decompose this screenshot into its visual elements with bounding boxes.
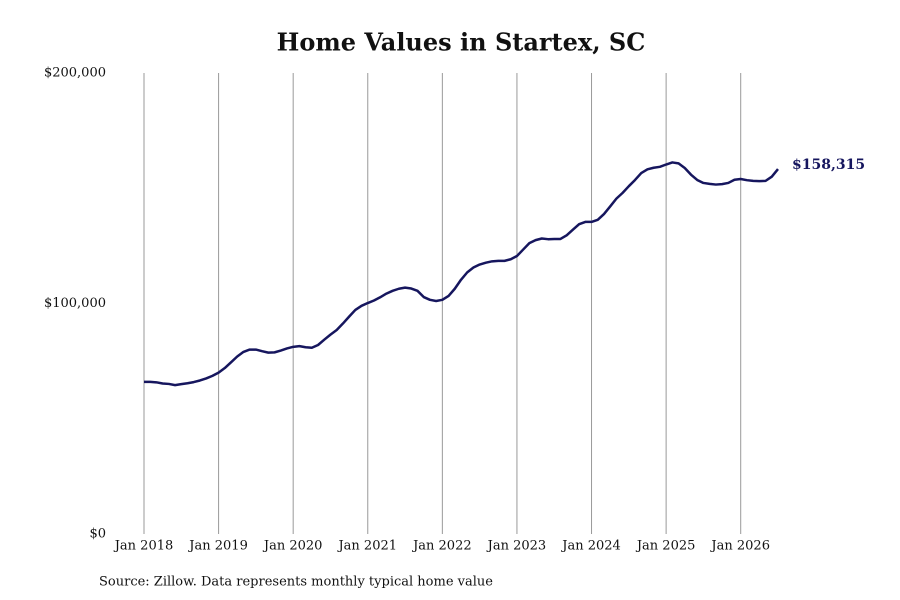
x-tick-label: Jan 2025 bbox=[635, 539, 696, 554]
x-tick-label: Jan 2024 bbox=[560, 539, 621, 554]
y-tick-label: $200,000 bbox=[44, 66, 106, 81]
y-tick-label: $0 bbox=[89, 527, 106, 542]
value-label: $158,315 bbox=[792, 157, 865, 173]
source-note: Source: Zillow. Data represents monthly … bbox=[99, 575, 493, 590]
x-tick-label: Jan 2019 bbox=[187, 539, 248, 554]
y-tick-label: $100,000 bbox=[44, 296, 106, 311]
x-tick-label: Jan 2022 bbox=[411, 539, 472, 554]
chart-title: Home Values in Startex, SC bbox=[277, 28, 646, 57]
line bbox=[144, 161, 779, 387]
x-tick-label: Jan 2023 bbox=[486, 539, 547, 554]
x-tick-label: Jan 2020 bbox=[262, 539, 323, 554]
x-tick-label: Jan 2021 bbox=[336, 539, 397, 554]
x-tick-label: Jan 2018 bbox=[113, 539, 174, 554]
x-tick-label: Jan 2026 bbox=[709, 539, 770, 554]
